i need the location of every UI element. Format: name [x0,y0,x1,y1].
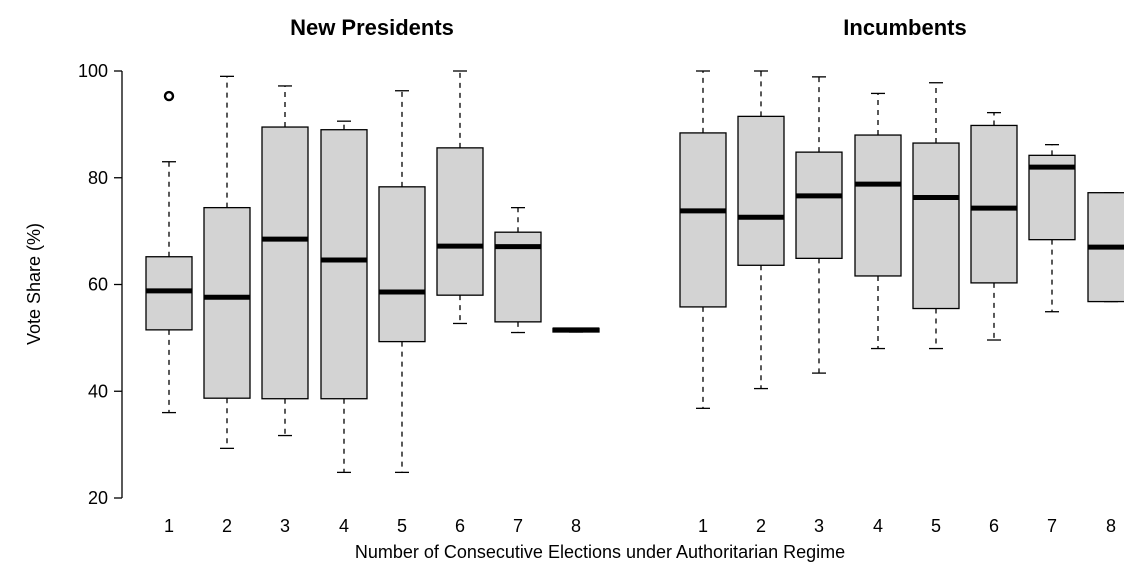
y-axis: 20 40 60 80 100 [78,61,123,508]
x-tick-label-6: 6 [455,516,465,536]
x-tick-label-8: 8 [1106,516,1116,536]
x-tick-label-5: 5 [397,516,407,536]
box-body [970,124,1018,284]
box-inc-8 [1087,192,1124,303]
x-tick-label-1: 1 [164,516,174,536]
box-body [854,134,902,277]
box-inc-4 [854,92,902,350]
box-body [203,206,251,399]
x-tick-label-8: 8 [571,516,581,536]
y-tick-label-80: 80 [88,168,108,188]
x-tick-label-3: 3 [814,516,824,536]
box-new-2 [203,75,251,450]
panel-incumbents: 1 2 3 4 5 6 7 8 [679,70,1124,536]
x-tick-label-1: 1 [698,516,708,536]
box-new-4 [320,120,368,474]
x-tick-label-5: 5 [931,516,941,536]
box-inc-5 [912,82,960,350]
box-new-1 [145,90,193,414]
panel-title-new-presidents: New Presidents [290,15,454,40]
box-body [436,147,484,296]
box-body [912,142,960,310]
box-new-6 [436,70,484,325]
y-tick-label-20: 20 [88,488,108,508]
box-inc-7 [1028,144,1076,313]
panel-new-presidents: 1 2 3 4 5 6 7 8 [145,70,600,536]
x-tick-label-2: 2 [756,516,766,536]
box-body [378,186,426,343]
x-tick-label-3: 3 [280,516,290,536]
box-new-3 [261,85,309,437]
x-tick-label-4: 4 [339,516,349,536]
box-new-5 [378,90,426,474]
box-body [679,132,727,308]
box-body [261,126,309,400]
y-axis-label: Vote Share (%) [24,223,44,345]
x-tick-label-7: 7 [1047,516,1057,536]
x-tick-label-7: 7 [513,516,523,536]
x-tick-label-4: 4 [873,516,883,536]
box-inc-2 [737,70,785,390]
x-axis-label: Number of Consecutive Elections under Au… [355,542,845,562]
box-body [320,129,368,400]
box-inc-6 [970,111,1018,341]
panel-title-incumbents: Incumbents [843,15,966,40]
x-tick-label-6: 6 [989,516,999,536]
y-tick-label-40: 40 [88,381,108,401]
box-inc-1 [679,70,727,409]
y-tick-label-60: 60 [88,275,108,295]
box-body [737,115,785,266]
box-body [795,151,843,259]
y-tick-label-100: 100 [78,61,108,81]
outlier-point [163,90,175,102]
box-new-7 [494,206,542,334]
box-inc-3 [795,76,843,374]
x-tick-label-2: 2 [222,516,232,536]
box-new-8 [552,327,600,333]
